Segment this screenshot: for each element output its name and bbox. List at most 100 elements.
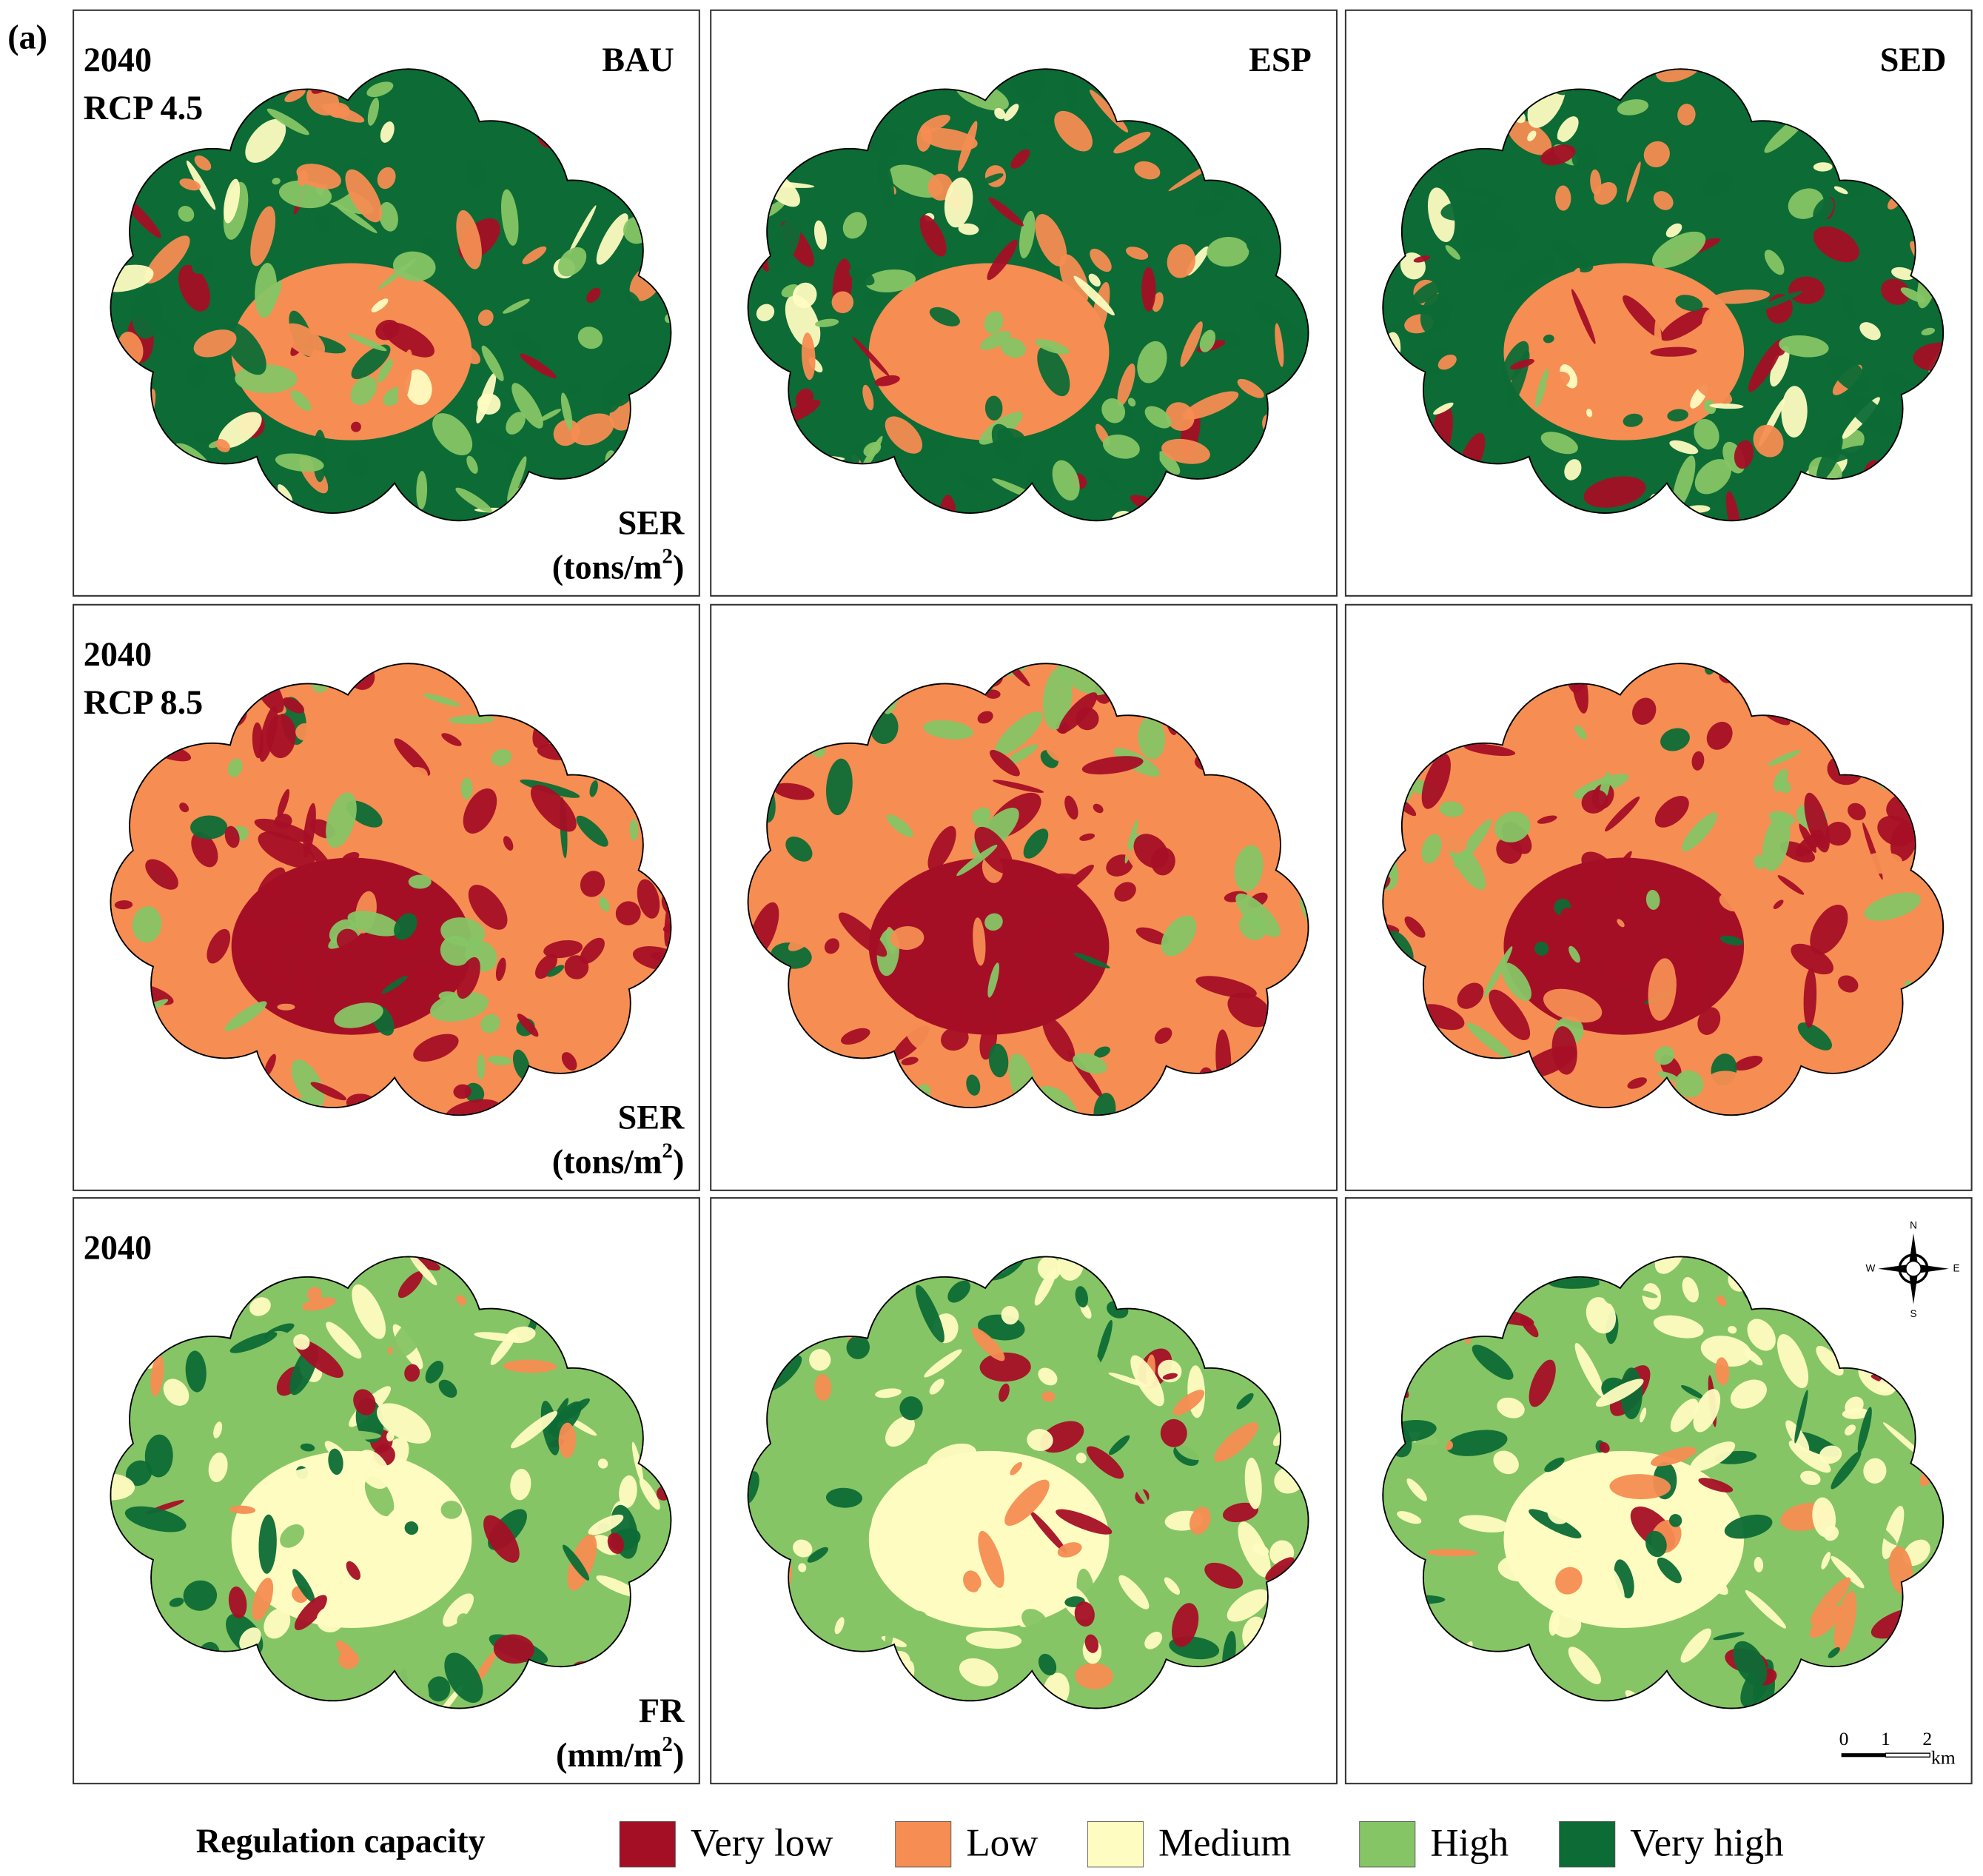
map-patch bbox=[1467, 664, 1483, 668]
map-patch bbox=[530, 785, 577, 832]
map-patch bbox=[277, 484, 293, 504]
map-patch bbox=[388, 784, 401, 807]
map-panel: SED bbox=[1344, 9, 1973, 597]
legend-swatch bbox=[1559, 1820, 1616, 1868]
map-patch bbox=[1010, 149, 1030, 170]
map bbox=[1383, 70, 1943, 520]
map-patch bbox=[392, 251, 436, 281]
map-patch bbox=[1833, 1590, 1857, 1653]
map-patch bbox=[748, 1019, 762, 1040]
map-patch bbox=[1648, 958, 1677, 1021]
map-patch bbox=[862, 384, 874, 411]
map-patch bbox=[1391, 1285, 1435, 1315]
panel-frame bbox=[73, 603, 700, 1191]
map-patch bbox=[1640, 1407, 1647, 1423]
map-patch bbox=[1025, 922, 1043, 967]
unit-end: ) bbox=[673, 1736, 684, 1774]
map-patch bbox=[1057, 1542, 1082, 1558]
map-patch bbox=[1813, 226, 1859, 263]
map-patch bbox=[833, 1675, 873, 1708]
map-patch bbox=[626, 97, 671, 132]
compass-center bbox=[1905, 1260, 1922, 1277]
map-patch bbox=[957, 70, 987, 76]
map-patch bbox=[345, 169, 383, 223]
map-patch bbox=[748, 1621, 751, 1664]
map-patch bbox=[1442, 1290, 1476, 1321]
map-patch bbox=[798, 685, 823, 742]
map-patch bbox=[1164, 1577, 1181, 1595]
map-patch bbox=[1656, 664, 1688, 678]
map-patch bbox=[163, 1378, 189, 1406]
map-patch bbox=[871, 871, 890, 901]
map-patch bbox=[1715, 1357, 1730, 1386]
map-patch bbox=[179, 178, 201, 191]
map-patch bbox=[1594, 181, 1617, 205]
map-patch bbox=[570, 105, 601, 154]
map-patch bbox=[877, 156, 895, 210]
unit-label: (tons/m2) bbox=[552, 544, 685, 586]
map-patch bbox=[413, 1034, 459, 1062]
map-patch bbox=[748, 992, 773, 1034]
map-patch bbox=[1605, 796, 1640, 832]
map-patch bbox=[293, 928, 335, 976]
map-patch bbox=[611, 84, 662, 132]
map-patch bbox=[264, 1608, 291, 1639]
map-patch bbox=[658, 247, 671, 284]
map-patch bbox=[1651, 231, 1706, 269]
map-patch bbox=[1022, 1031, 1036, 1042]
map-patch bbox=[347, 453, 369, 477]
row-year: 2040 bbox=[84, 41, 152, 78]
panel-frame bbox=[1344, 603, 1973, 1191]
map-patch bbox=[1489, 78, 1509, 93]
map-patch bbox=[258, 831, 315, 868]
map-patch bbox=[257, 867, 286, 902]
map-patch bbox=[793, 1539, 813, 1558]
map-patch bbox=[567, 1534, 597, 1591]
map-patch bbox=[1643, 1695, 1686, 1708]
map-patch bbox=[852, 336, 890, 377]
map-patch bbox=[1421, 754, 1451, 809]
map-patch bbox=[1896, 728, 1930, 760]
map-patch bbox=[913, 250, 935, 272]
map-patch bbox=[1289, 1337, 1306, 1359]
map-patch bbox=[776, 1257, 824, 1278]
map-patch bbox=[660, 861, 671, 878]
map-patch bbox=[282, 323, 326, 358]
map-patch bbox=[477, 1279, 506, 1307]
map-patch bbox=[1224, 79, 1243, 107]
map-patch bbox=[558, 491, 573, 520]
map-patch bbox=[1941, 1102, 1943, 1113]
map-patch bbox=[144, 1434, 173, 1478]
map-patch bbox=[1101, 398, 1126, 423]
map-patch bbox=[1503, 255, 1554, 291]
map-patch bbox=[282, 697, 305, 714]
map-patch bbox=[1476, 219, 1520, 251]
map-patch bbox=[813, 220, 828, 250]
map-patch bbox=[1645, 1530, 1667, 1558]
map-patch bbox=[138, 1082, 182, 1101]
map-patch bbox=[1842, 182, 1865, 200]
map-patch bbox=[1654, 1257, 1685, 1274]
map-patch bbox=[929, 306, 960, 326]
map-patch bbox=[1681, 812, 1718, 852]
scale-tick-label: 0 bbox=[1839, 1728, 1849, 1749]
map-patch bbox=[748, 1632, 754, 1674]
map-patch bbox=[301, 1297, 336, 1311]
map-patch bbox=[1230, 1307, 1257, 1319]
compass-e: E bbox=[1953, 1262, 1960, 1273]
map-patch bbox=[1046, 747, 1059, 761]
map-patch bbox=[595, 101, 610, 115]
map-patch bbox=[350, 376, 378, 406]
map-patch bbox=[1667, 409, 1688, 422]
map-patch bbox=[564, 384, 582, 395]
map-patch bbox=[605, 1649, 634, 1691]
unit-base: (tons/m bbox=[552, 1142, 662, 1180]
map-patch bbox=[1776, 348, 1785, 356]
map-patch bbox=[1038, 1653, 1057, 1676]
map-patch bbox=[1809, 1605, 1843, 1638]
map-patch bbox=[750, 1257, 776, 1274]
map-patch bbox=[346, 1561, 361, 1581]
map-patch bbox=[1662, 352, 1701, 400]
map-patch bbox=[748, 664, 765, 677]
